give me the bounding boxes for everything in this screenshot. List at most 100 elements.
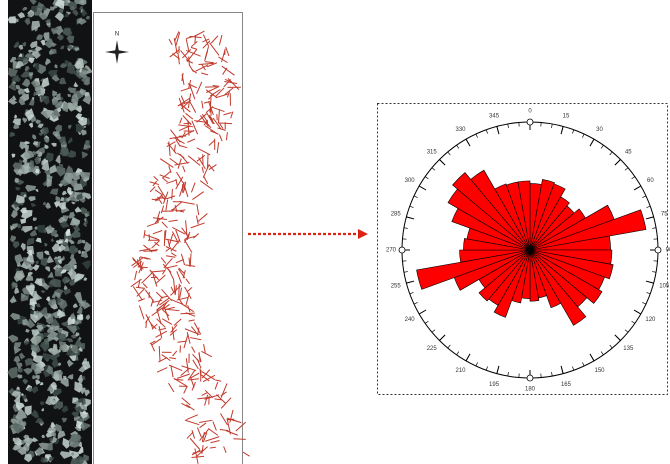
trace — [191, 346, 196, 353]
trace — [229, 409, 234, 423]
grain — [31, 375, 38, 380]
trace — [201, 100, 204, 109]
trace — [223, 446, 227, 453]
grain — [59, 146, 69, 157]
trace — [175, 259, 185, 264]
trace — [165, 308, 180, 312]
grain — [43, 250, 50, 255]
grain — [30, 313, 39, 324]
grain — [76, 314, 84, 321]
trace — [186, 35, 194, 40]
trace — [163, 257, 173, 269]
trace — [152, 273, 158, 287]
grain — [20, 218, 27, 224]
trace — [195, 215, 199, 225]
trace — [175, 176, 184, 190]
trace-panel — [93, 12, 243, 464]
angle-tick — [439, 159, 446, 166]
trace — [169, 357, 176, 360]
trace — [201, 72, 209, 76]
angle-tick — [560, 126, 564, 135]
trace — [193, 322, 202, 335]
grain — [78, 336, 82, 341]
grain — [76, 306, 83, 315]
grain — [76, 400, 81, 408]
grain — [72, 9, 79, 17]
angle-tick-label: 0 — [528, 109, 532, 115]
trace — [195, 446, 208, 458]
trace — [161, 303, 170, 311]
grain — [65, 228, 71, 237]
grain — [23, 194, 26, 198]
grain — [26, 237, 35, 246]
trace — [192, 191, 204, 200]
minor-tick — [507, 372, 509, 377]
trace — [174, 31, 180, 42]
grain — [35, 260, 39, 265]
minor-tick — [447, 151, 451, 156]
grain — [57, 255, 61, 260]
petal — [529, 249, 603, 304]
trace — [201, 113, 209, 123]
minor-tick — [646, 292, 651, 295]
angle-tick-label: 165 — [561, 382, 572, 388]
angle-tick-label: 135 — [623, 346, 634, 352]
photo-grains — [7, 0, 93, 464]
grain — [71, 93, 79, 104]
trace — [145, 314, 151, 323]
grain — [28, 98, 35, 106]
trace — [135, 286, 145, 289]
grain — [55, 165, 66, 177]
grain — [35, 34, 43, 41]
trace — [179, 182, 185, 197]
trace — [207, 153, 209, 169]
minor-tick — [646, 205, 651, 208]
trace — [205, 89, 217, 98]
petal — [493, 249, 531, 318]
trace — [170, 298, 184, 305]
grain — [35, 189, 39, 192]
grain — [78, 69, 87, 79]
trace — [180, 303, 195, 313]
grain — [12, 241, 20, 249]
trace — [219, 429, 229, 432]
grain — [64, 238, 69, 243]
grain — [51, 142, 57, 147]
trace — [209, 101, 212, 116]
grain — [26, 250, 33, 256]
trace — [180, 50, 191, 62]
trace — [217, 109, 220, 124]
trace — [191, 381, 196, 391]
grain — [7, 16, 16, 24]
trace — [142, 283, 148, 289]
trace — [184, 419, 200, 426]
minor-tick — [600, 351, 604, 356]
grain — [19, 87, 25, 95]
compass: N — [105, 32, 129, 64]
grain — [40, 39, 46, 46]
grain — [18, 53, 23, 57]
angle-tick — [418, 185, 427, 191]
trace — [149, 186, 156, 193]
grain — [13, 270, 25, 283]
trace — [155, 197, 163, 200]
trace — [177, 97, 190, 107]
grain — [45, 313, 54, 325]
grain — [12, 422, 24, 434]
minor-tick — [403, 227, 408, 229]
grain — [54, 291, 61, 299]
angle-tick-label: 90 — [666, 248, 670, 254]
grain — [19, 352, 26, 360]
grain — [36, 251, 44, 260]
trace — [208, 114, 214, 121]
petal — [517, 180, 531, 251]
grain — [69, 216, 81, 226]
minor-tick — [609, 151, 613, 156]
trace — [152, 230, 163, 235]
trace — [137, 266, 148, 269]
grain — [55, 154, 61, 164]
grain — [71, 172, 80, 181]
trace — [206, 112, 214, 125]
trace — [144, 234, 160, 241]
grain — [78, 447, 84, 455]
